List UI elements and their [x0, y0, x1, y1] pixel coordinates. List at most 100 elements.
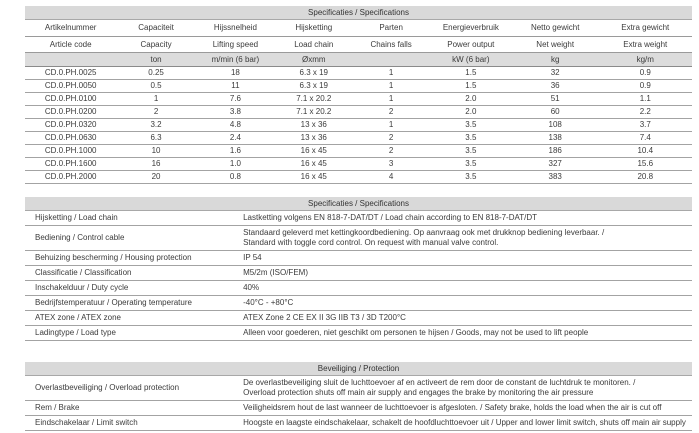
cell: 11: [195, 79, 276, 93]
header-cell: kg/m: [598, 52, 692, 67]
specifications-kv-table: Hijsketting / Load chain Lastketting volg…: [25, 210, 692, 341]
cell: 3.5: [429, 118, 512, 132]
header-cell: Netto gewicht: [511, 20, 599, 37]
cell: 2: [352, 131, 430, 145]
cell: 20: [116, 170, 196, 184]
header-cell: ton: [116, 52, 196, 67]
table-row: CD.0.PH.0050 0.5 11 6.3 x 19 1 1.5 36 0.9: [25, 79, 692, 93]
cell: 4.8: [195, 118, 276, 132]
cell: 3.2: [116, 118, 196, 132]
cell: 60: [511, 105, 599, 119]
header-cell: Lifting speed: [195, 36, 276, 53]
spec-label: Bediening / Control cable: [25, 225, 238, 251]
cell: 3.5: [429, 144, 512, 158]
specifications-table: Artikelnummer Capaciteit Hijssnelheid Hijsk…: [25, 20, 692, 184]
cell: 2: [116, 105, 196, 119]
header-cell: Net weight: [511, 36, 599, 53]
cell: CD.0.PH.0050: [25, 79, 117, 93]
cell: 2.2: [598, 105, 692, 119]
cell: 36: [511, 79, 599, 93]
spec-row: Inschakelduur / Duty cycle 40%: [25, 280, 692, 296]
spec-label: Inschakelduur / Duty cycle: [25, 280, 238, 296]
spec-label: ATEX zone / ATEX zone: [25, 310, 238, 326]
cell: CD.0.PH.1000: [25, 144, 117, 158]
table-row: CD.0.PH.0025 0.25 18 6.3 x 19 1 1.5 32 0.9: [25, 66, 692, 80]
protection-table-title: Beveiliging / Protection: [25, 361, 692, 376]
cell: 327: [511, 157, 599, 171]
table-row: CD.0.PH.1000 10 1.6 16 x 45 2 3.5 186 10.4: [25, 144, 692, 158]
cell: CD.0.PH.0200: [25, 105, 117, 119]
spec-row: Rem / Brake Veiligheidsrem hout de last w…: [25, 400, 692, 416]
cell: 7.4: [598, 131, 692, 145]
cell: 10: [116, 144, 196, 158]
specifications-table-title: Specificaties / Specifications: [25, 6, 692, 20]
spec-row: ATEX zone / ATEX zone ATEX Zone 2 CE EX I…: [25, 310, 692, 326]
table-row: CD.0.PH.0320 3.2 4.8 13 x 36 1 3.5 108 3.7: [25, 118, 692, 132]
header-cell: kW (6 bar): [429, 52, 512, 67]
spec-label: Bedrijfstemperatuur / Operating temperat…: [25, 295, 238, 311]
specifications-kv-body: Hijsketting / Load chain Lastketting volg…: [25, 210, 692, 341]
cell: 186: [511, 144, 599, 158]
units-row: ton m/min (6 bar) Øxmm kW (6 bar) kg kg/m: [25, 52, 692, 67]
cell: 1: [352, 118, 430, 132]
header-cell: Energieverbruik: [429, 20, 512, 37]
header-cell: Øxmm: [275, 52, 353, 67]
cell: 138: [511, 131, 599, 145]
header-cell: Parten: [352, 20, 430, 37]
header-cell: m/min (6 bar): [195, 52, 276, 67]
spec-value: 40%: [237, 280, 692, 296]
header-cell: kg: [511, 52, 599, 67]
cell: 3.7: [598, 118, 692, 132]
cell: 4: [352, 170, 430, 184]
spec-label: Behuizing bescherming / Housing protecti…: [25, 250, 238, 266]
cell: 3.5: [429, 157, 512, 171]
cell: 0.25: [116, 66, 196, 80]
cell: 1: [352, 66, 430, 80]
spec-value: Lastketting volgens EN 818-7-DAT/DT / Lo…: [237, 210, 692, 226]
spec-row: Overlastbeveiliging / Overload protectio…: [25, 375, 692, 401]
cell: 6.3 x 19: [275, 79, 353, 93]
cell: 0.5: [116, 79, 196, 93]
cell: 16 x 45: [275, 157, 353, 171]
cell: CD.0.PH.0025: [25, 66, 117, 80]
spec-value: Hoogste en laagste eindschakelaar, schak…: [237, 415, 692, 431]
cell: CD.0.PH.0630: [25, 131, 117, 145]
spec-label: Eindschakelaar / Limit switch: [25, 415, 238, 431]
spec-value: M5/2m (ISO/FEM): [237, 265, 692, 281]
cell: 383: [511, 170, 599, 184]
header-cell: Extra gewicht: [598, 20, 692, 37]
cell: 13 x 36: [275, 131, 353, 145]
header-cell: Article code: [25, 36, 117, 53]
header-cell: Chains falls: [352, 36, 430, 53]
cell: 3: [352, 157, 430, 171]
header-row-dutch: Artikelnummer Capaciteit Hijssnelheid Hijsk…: [25, 20, 692, 37]
cell: 2.0: [429, 105, 512, 119]
cell: CD.0.PH.0320: [25, 118, 117, 132]
table-row: CD.0.PH.0630 6.3 2.4 13 x 36 2 3.5 138 7.4: [25, 131, 692, 145]
cell: 16 x 45: [275, 144, 353, 158]
spec-value: ATEX Zone 2 CE EX II 3G IIB T3 / 3D T200…: [237, 310, 692, 326]
cell: 1: [116, 92, 196, 106]
cell: 0.9: [598, 79, 692, 93]
specifications-table-body: CD.0.PH.0025 0.25 18 6.3 x 19 1 1.5 32 0.9 CD.0.…: [25, 66, 692, 184]
spec-row: Behuizing bescherming / Housing protecti…: [25, 250, 692, 266]
cell: 1.5: [429, 66, 512, 80]
spec-value: De overlastbeveiliging sluit de luchttoe…: [237, 375, 692, 401]
cell: 15.6: [598, 157, 692, 171]
spec-row: Ladingtype / Load type Alleen voor goeder…: [25, 325, 692, 341]
cell: 7.6: [195, 92, 276, 106]
cell: 2: [352, 105, 430, 119]
spec-label: Rem / Brake: [25, 400, 238, 416]
cell: 18: [195, 66, 276, 80]
spec-value: IP 54: [237, 250, 692, 266]
cell: 3.5: [429, 170, 512, 184]
header-cell: Hijssnelheid: [195, 20, 276, 37]
cell: 32: [511, 66, 599, 80]
cell: 1: [352, 92, 430, 106]
header-row-english: Article code Capacity Lifting speed Load ch…: [25, 36, 692, 53]
table-row: CD.0.PH.0200 2 3.8 7.1 x 20.2 2 2.0 60 2.2: [25, 105, 692, 119]
spec-row: Eindschakelaar / Limit switch Hoogste en …: [25, 415, 692, 431]
spec-label: Overlastbeveiliging / Overload protectio…: [25, 375, 238, 401]
cell: 16: [116, 157, 196, 171]
cell: 7.1 x 20.2: [275, 105, 353, 119]
